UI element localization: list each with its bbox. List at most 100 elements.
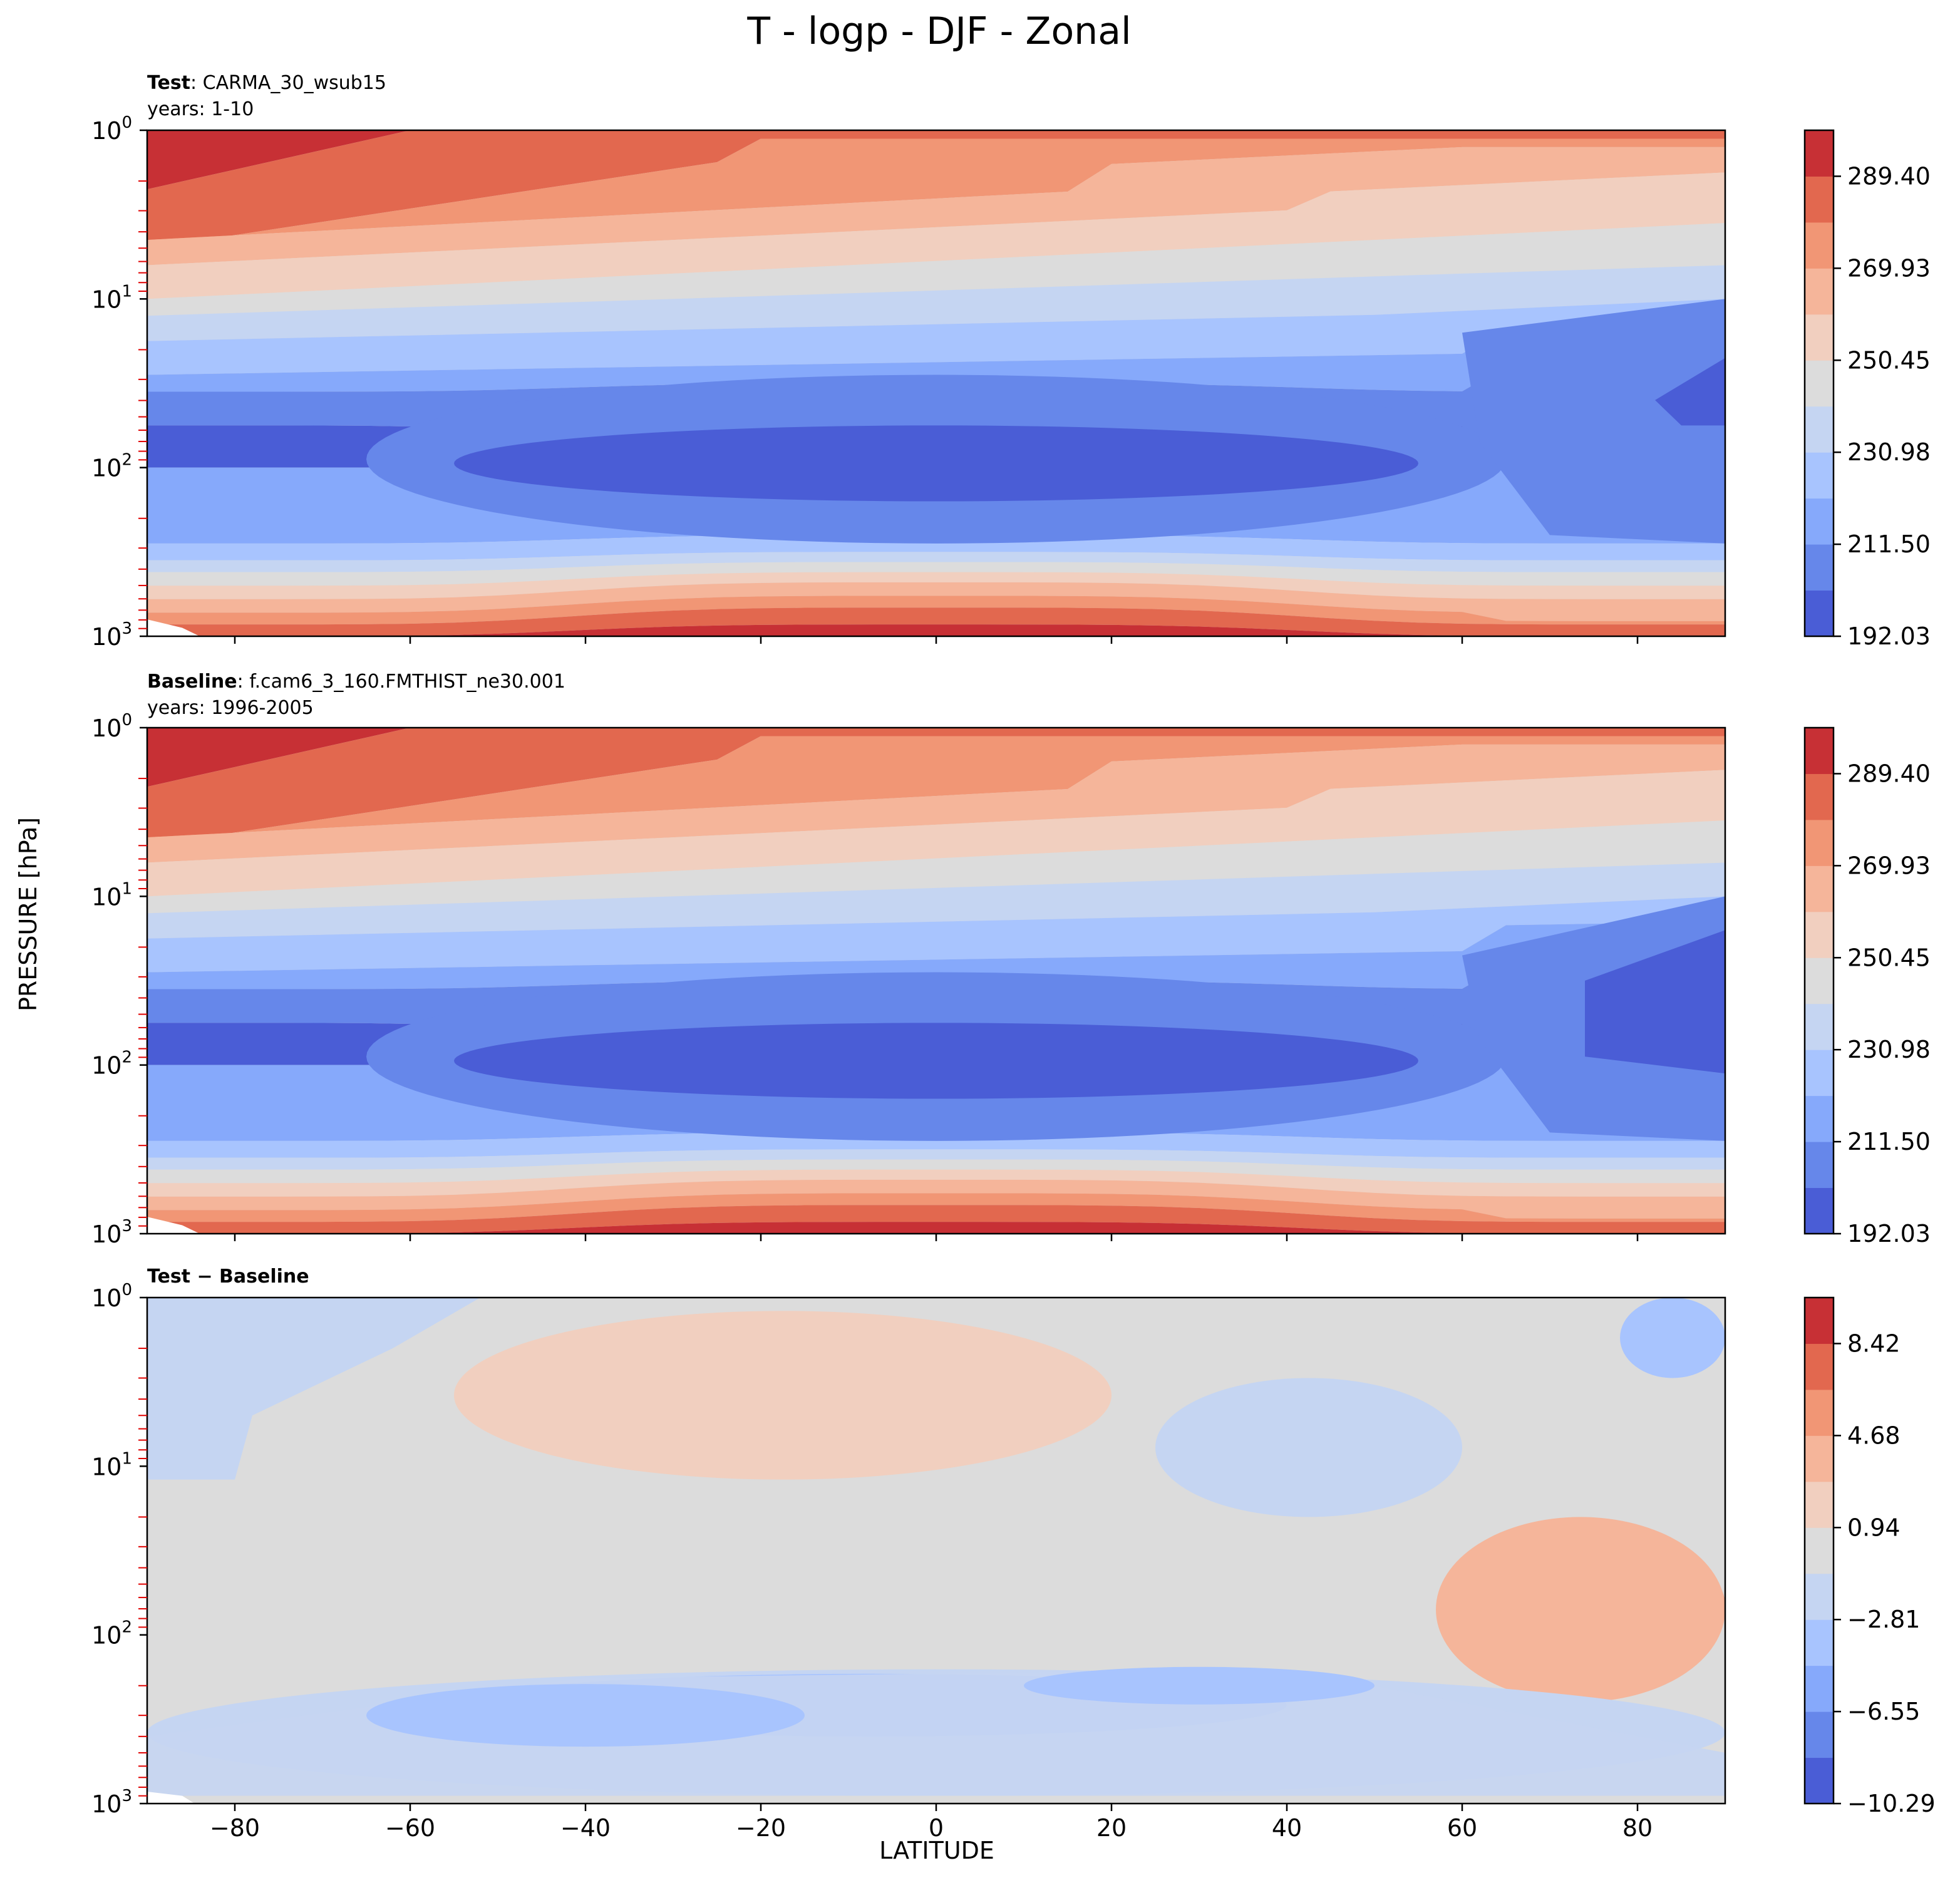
- diff-cool-south-pocket: [366, 1684, 805, 1747]
- colorbar-tick-label: 250.45: [1847, 944, 1931, 971]
- colorbar-swatch: [1805, 360, 1834, 407]
- colorbar-swatch: [1805, 1481, 1834, 1528]
- contour-band-upper-1: [147, 130, 1725, 249]
- diff-warm-tropics-upper: [454, 1311, 1112, 1480]
- colorbar-swatch: [1805, 268, 1834, 315]
- x-tick-label: 40: [1272, 1814, 1302, 1842]
- contour-band-lower-4: [147, 572, 1725, 599]
- panel-difference: Test − Baseline −80 −60 −40 −20 0 20 40 60 80 100…: [91, 1266, 1936, 1842]
- contour-band-upper-0: [147, 130, 1725, 190]
- contour-band-lower-2: [147, 552, 1725, 572]
- contour-band-upper-0: [147, 728, 1725, 787]
- colorbar-frame: [1803, 129, 1835, 638]
- colorbar-tick-label: 192.03: [1847, 1220, 1931, 1247]
- colorbar-tick-label: 289.40: [1847, 162, 1931, 190]
- diff-surface-band: [147, 1795, 1725, 1804]
- y-tick-label: 101: [91, 282, 132, 313]
- panel-baseline-label: Baseline: f.cam6_3_160.FMTHIST_ne30.001: [147, 671, 565, 693]
- y-tick-label: 101: [91, 1449, 132, 1480]
- y-tick-label: 103: [91, 1787, 132, 1818]
- contour-band-lower-2: [147, 1149, 1725, 1170]
- colorbar-swatch: [1805, 773, 1834, 820]
- diff-cool-north-pocket: [1024, 1666, 1375, 1705]
- y-tick-label: 100: [91, 1281, 132, 1312]
- contour-cold-core-inner: [454, 1023, 1418, 1099]
- contour-band-lower-5: [147, 1179, 1725, 1219]
- colorbar-swatch: [1805, 130, 1834, 177]
- contour-band-upper-5: [147, 820, 1725, 914]
- y-tick-label: 100: [91, 711, 132, 742]
- colorbar-tick-label: 8.42: [1847, 1329, 1901, 1357]
- colorbar-tick-label: 4.68: [1847, 1422, 1901, 1449]
- panel-test-years: years: 1-10: [147, 98, 254, 120]
- contour-band-lower-1: [147, 1132, 1725, 1158]
- colorbar-swatch: [1805, 958, 1834, 1004]
- contour-band-lower-3: [147, 562, 1725, 586]
- colorbar-tick-label: 211.50: [1847, 1128, 1931, 1155]
- colorbar-tick-label: 0.94: [1847, 1514, 1901, 1541]
- contour-band-lower-8: [147, 1222, 1725, 1234]
- contour-band-upper-2: [147, 736, 1725, 846]
- colorbar-tick-label: 289.40: [1847, 760, 1931, 787]
- missing-data-region: [147, 1217, 200, 1234]
- colorbar-baseline: 192.03 211.50 230.98 250.45 269.93 289.40: [1803, 726, 1931, 1247]
- colorbar-swatch: [1805, 1298, 1834, 1344]
- x-tick-label: 20: [1096, 1814, 1127, 1842]
- missing-data-region: [147, 1791, 195, 1804]
- y-tick-label: 100: [91, 113, 132, 145]
- panel-baseline-years: years: 1996-2005: [147, 697, 314, 719]
- colorbar-swatch: [1805, 728, 1834, 774]
- contour-band-upper-1: [147, 728, 1725, 846]
- x-tick-label: 60: [1447, 1814, 1477, 1842]
- y-tick-label: 102: [91, 451, 132, 482]
- contour-band-upper-3: [147, 744, 1725, 863]
- colorbar-swatch: [1805, 819, 1834, 866]
- contour-band-lower-8: [147, 624, 1725, 636]
- colorbar-swatch: [1805, 911, 1834, 958]
- colorbar-swatch: [1805, 1527, 1834, 1574]
- colorbar-tick-label: 230.98: [1847, 1036, 1931, 1063]
- colorbar-tick-label: 230.98: [1847, 438, 1931, 466]
- contour-band-upper-2: [147, 138, 1725, 249]
- colorbar-tick-label: 250.45: [1847, 346, 1931, 374]
- colorbar-swatch: [1805, 498, 1834, 545]
- x-tick-label: −60: [385, 1814, 435, 1842]
- y-tick-label: 102: [91, 1618, 132, 1650]
- contour-band-upper-4: [147, 770, 1725, 897]
- contour-band-lower-4: [147, 1169, 1725, 1197]
- figure-title: T - logp - DJF - Zonal: [746, 9, 1131, 53]
- colorbar-tick-label: −10.29: [1847, 1790, 1936, 1817]
- colorbar-swatch: [1805, 176, 1834, 223]
- colorbar-frame: [1803, 726, 1835, 1235]
- colorbar-tick-label: 269.93: [1847, 852, 1931, 879]
- contour-band-lower-5: [147, 582, 1725, 621]
- colorbar-swatch: [1805, 1003, 1834, 1050]
- contour-band-lower-6: [147, 1193, 1725, 1222]
- colorbar-swatch: [1805, 1712, 1834, 1758]
- panel-baseline: Baseline: f.cam6_3_160.FMTHIST_ne30.001 …: [91, 671, 1931, 1248]
- colorbar-swatch: [1805, 1665, 1834, 1712]
- diff-cool-upper-pole: [1620, 1298, 1725, 1378]
- missing-data-region: [147, 619, 200, 636]
- x-tick-label: 80: [1622, 1814, 1653, 1842]
- panel-difference-label: Test − Baseline: [147, 1266, 309, 1288]
- colorbar-difference: 8.42 4.68 0.94 −2.81 −6.55 −10.29: [1803, 1296, 1936, 1817]
- contour-cold-core-inner: [454, 425, 1418, 502]
- contour-band-upper-6: [147, 265, 1725, 341]
- colorbar-swatch: [1805, 222, 1834, 269]
- x-tick-label: −40: [560, 1814, 611, 1842]
- colorbar-swatch: [1805, 1050, 1834, 1097]
- contour-band-upper-4: [147, 172, 1725, 299]
- colorbar-swatch: [1805, 590, 1834, 637]
- colorbar-swatch: [1805, 1435, 1834, 1482]
- colorbar-tick-label: 269.93: [1847, 254, 1931, 282]
- panel-test: Test: CARMA_30_wsub15 years: 1-10 100 101…: [91, 72, 1931, 651]
- colorbar-test: 192.03 211.50 230.98 250.45 269.93 289.40: [1803, 129, 1931, 650]
- contour-band-upper-5: [147, 223, 1725, 316]
- diff-cool-upper-north: [1155, 1378, 1462, 1517]
- x-tick-label: 0: [929, 1814, 944, 1842]
- contour-polar-cold: [1462, 299, 1725, 544]
- diff-warm-arctic-outer: [1436, 1517, 1725, 1702]
- plot-area-baseline: 100 101 102 103: [91, 711, 1726, 1248]
- contour-band-upper-8: [147, 324, 1725, 392]
